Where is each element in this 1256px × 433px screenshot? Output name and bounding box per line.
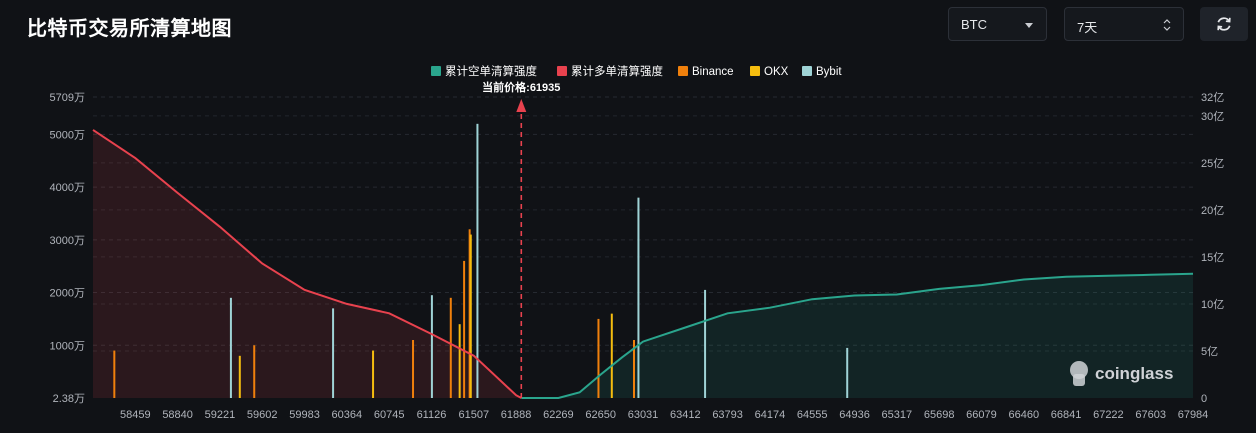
legend-label: Binance — [692, 66, 734, 78]
updown-arrows-icon — [1163, 19, 1171, 31]
x-tick-label: 65698 — [924, 409, 955, 421]
bar-okx — [610, 313, 613, 398]
x-tick-label: 62650 — [585, 409, 616, 421]
coin-select[interactable]: BTC — [948, 7, 1047, 41]
header: 比特币交易所清算地图 BTC 7天 — [0, 0, 1256, 56]
bar-bybit — [846, 347, 849, 398]
x-tick-label: 62269 — [543, 409, 574, 421]
legend-swatch — [557, 66, 567, 76]
bar-binance — [463, 260, 466, 398]
x-tick-label: 67984 — [1178, 409, 1209, 421]
x-tick-label: 66841 — [1051, 409, 1082, 421]
bar-bybit — [476, 123, 479, 398]
x-tick-label: 63793 — [712, 409, 743, 421]
bar-binance — [412, 340, 415, 398]
x-tick-label: 58840 — [162, 409, 193, 421]
x-tick-label: 64555 — [797, 409, 828, 421]
refresh-button[interactable] — [1200, 7, 1248, 41]
bar-okx — [469, 234, 472, 398]
bar-binance — [113, 350, 116, 398]
x-tick-label: 64936 — [839, 409, 870, 421]
x-tick-label: 66079 — [966, 409, 997, 421]
x-tick-label: 67222 — [1093, 409, 1124, 421]
bar-binance — [597, 318, 600, 398]
x-tick-label: 58459 — [120, 409, 151, 421]
bar-bybit — [637, 197, 640, 398]
x-tick-label: 67603 — [1135, 409, 1166, 421]
y-right-tick-label: 5亿 — [1201, 345, 1218, 358]
y-right-tick-label: 25亿 — [1201, 157, 1224, 170]
current-price-label: 当前价格:61935 — [482, 80, 560, 94]
coinglass-logo-icon — [1070, 361, 1088, 386]
legend-label: Bybit — [816, 66, 842, 78]
y-right-tick-label: 15亿 — [1201, 251, 1224, 264]
x-tick-label: 59983 — [289, 409, 320, 421]
period-select-value: 7天 — [1077, 20, 1098, 35]
y-right-tick-label: 32亿 — [1201, 91, 1224, 104]
bar-okx — [372, 350, 375, 398]
x-tick-label: 63412 — [670, 409, 701, 421]
x-tick-label: 61507 — [458, 409, 489, 421]
x-tick-label: 66460 — [1008, 409, 1039, 421]
x-tick-label: 61888 — [501, 409, 532, 421]
y-left-tick-label: 5000万 — [50, 129, 85, 141]
short-cumulative-line — [521, 272, 1194, 399]
coin-select-value: BTC — [961, 17, 987, 32]
short-cumulative-area — [521, 273, 1193, 398]
legend-swatch — [678, 66, 688, 76]
legend-swatch — [802, 66, 812, 76]
bar-okx — [238, 355, 241, 398]
x-tick-label: 61126 — [417, 409, 447, 421]
legend-swatch — [431, 66, 441, 76]
x-tick-label: 64174 — [755, 409, 786, 421]
bar-okx — [458, 324, 461, 398]
period-select[interactable]: 7天 — [1064, 7, 1184, 41]
y-right-tick-label: 30亿 — [1201, 110, 1224, 123]
y-left-tick-label: 2.38万 — [53, 393, 85, 405]
legend-label: OKX — [764, 66, 789, 78]
legend-label: 累计空单清算强度 — [445, 64, 537, 78]
legend-swatch — [750, 66, 760, 76]
x-tick-label: 59602 — [247, 409, 278, 421]
y-left-tick-label: 2000万 — [50, 288, 85, 300]
bar-binance — [468, 229, 471, 398]
current-price-arrow — [516, 99, 527, 112]
refresh-icon — [1217, 17, 1231, 31]
bar-binance — [633, 340, 636, 398]
caret-down-icon — [1025, 23, 1033, 28]
bar-binance — [253, 345, 256, 398]
bar-bybit — [430, 295, 433, 398]
bar-bybit — [332, 308, 335, 398]
bar-bybit — [229, 297, 232, 398]
x-tick-label: 60364 — [332, 409, 363, 421]
long-cumulative-line — [92, 129, 522, 399]
page-title: 比特币交易所清算地图 — [27, 18, 232, 40]
y-left-tick-label: 4000万 — [50, 182, 85, 194]
y-left-tick-label: 5709万 — [50, 92, 85, 104]
x-tick-label: 65317 — [882, 409, 913, 421]
y-left-tick-label: 3000万 — [50, 235, 85, 247]
x-tick-label: 63031 — [628, 409, 659, 421]
y-right-tick-label: 0 — [1201, 393, 1207, 405]
long-cumulative-area — [93, 129, 522, 398]
bar-binance — [449, 297, 452, 398]
y-left-tick-label: 1000万 — [50, 340, 85, 352]
x-tick-label: 60745 — [374, 409, 405, 421]
bar-bybit — [704, 289, 707, 398]
liquidation-map-chart: 2.38万 1000万 2000万 3000万 4000万 5000万 5709万 0 5亿 10… — [50, 64, 1225, 421]
watermark-text: coinglass — [1095, 364, 1173, 383]
x-tick-label: 59221 — [205, 409, 236, 421]
y-right-tick-label: 20亿 — [1201, 204, 1224, 217]
y-right-tick-label: 10亿 — [1201, 298, 1224, 311]
legend-label: 累计多单清算强度 — [571, 64, 663, 78]
